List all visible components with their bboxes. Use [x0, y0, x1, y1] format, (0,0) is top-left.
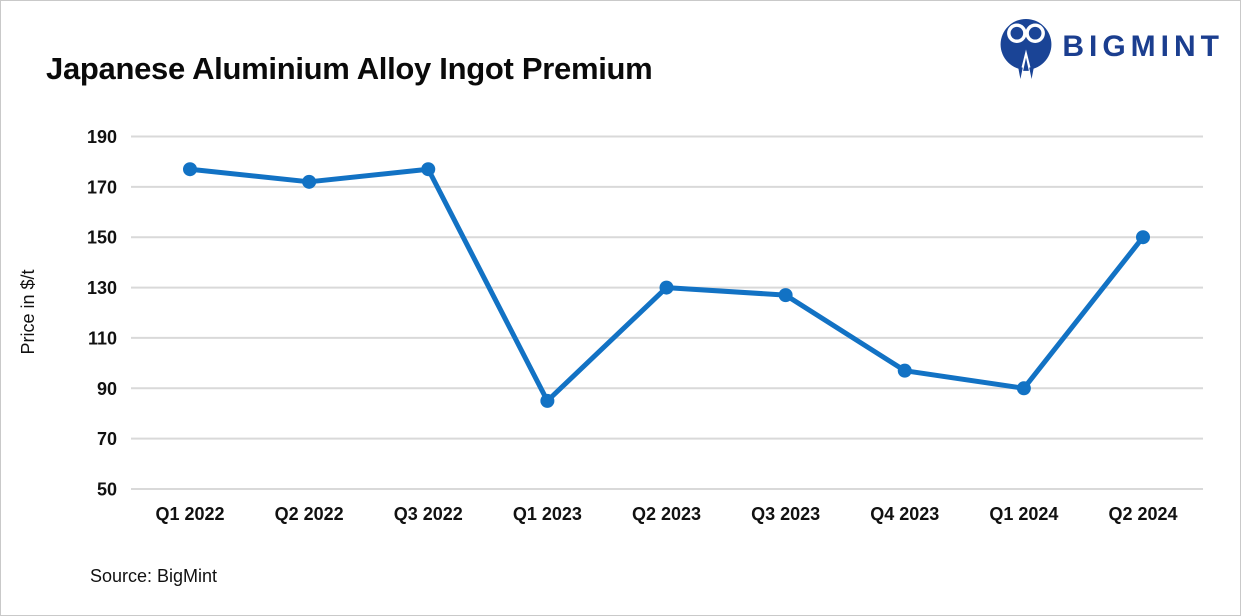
x-tick-label: Q2 2022 — [275, 504, 344, 524]
y-tick-label: 50 — [97, 480, 117, 500]
y-tick-label: 150 — [87, 228, 117, 248]
source-note: Source: BigMint — [90, 566, 218, 586]
y-tick-label: 190 — [87, 127, 117, 147]
brand-logo: BIGMINT — [999, 19, 1224, 80]
y-tick-label: 70 — [97, 429, 117, 449]
y-tick-label: 110 — [88, 328, 117, 348]
x-tick-label: Q2 2024 — [1108, 504, 1177, 524]
x-tick-label: Q2 2023 — [632, 504, 701, 524]
y-tick-label: 170 — [87, 177, 117, 197]
data-point-marker — [778, 288, 793, 303]
data-point-marker — [183, 162, 197, 177]
x-tick-label: Q3 2023 — [751, 504, 820, 524]
y-axis-title: Price in $/t — [18, 269, 38, 354]
y-tick-label: 90 — [97, 379, 117, 399]
data-point-marker — [1016, 381, 1031, 396]
x-tick-label: Q1 2024 — [989, 504, 1058, 524]
x-tick-label: Q1 2023 — [513, 504, 582, 524]
bigmint-logo-icon — [1000, 19, 1052, 79]
data-point-marker — [302, 174, 317, 189]
x-tick-label: Q4 2023 — [870, 504, 939, 524]
data-point-marker — [897, 363, 912, 378]
data-point-marker — [540, 393, 555, 408]
x-tick-label: Q3 2022 — [394, 504, 463, 524]
brand-name: BIGMINT — [1062, 29, 1224, 63]
page-title: Japanese Aluminium Alloy Ingot Premium — [46, 50, 653, 86]
x-tick-label: Q1 2022 — [155, 504, 224, 524]
data-point-marker — [659, 280, 674, 295]
y-tick-label: 130 — [87, 278, 117, 298]
data-point-marker — [421, 162, 436, 177]
data-point-marker — [1136, 230, 1150, 245]
